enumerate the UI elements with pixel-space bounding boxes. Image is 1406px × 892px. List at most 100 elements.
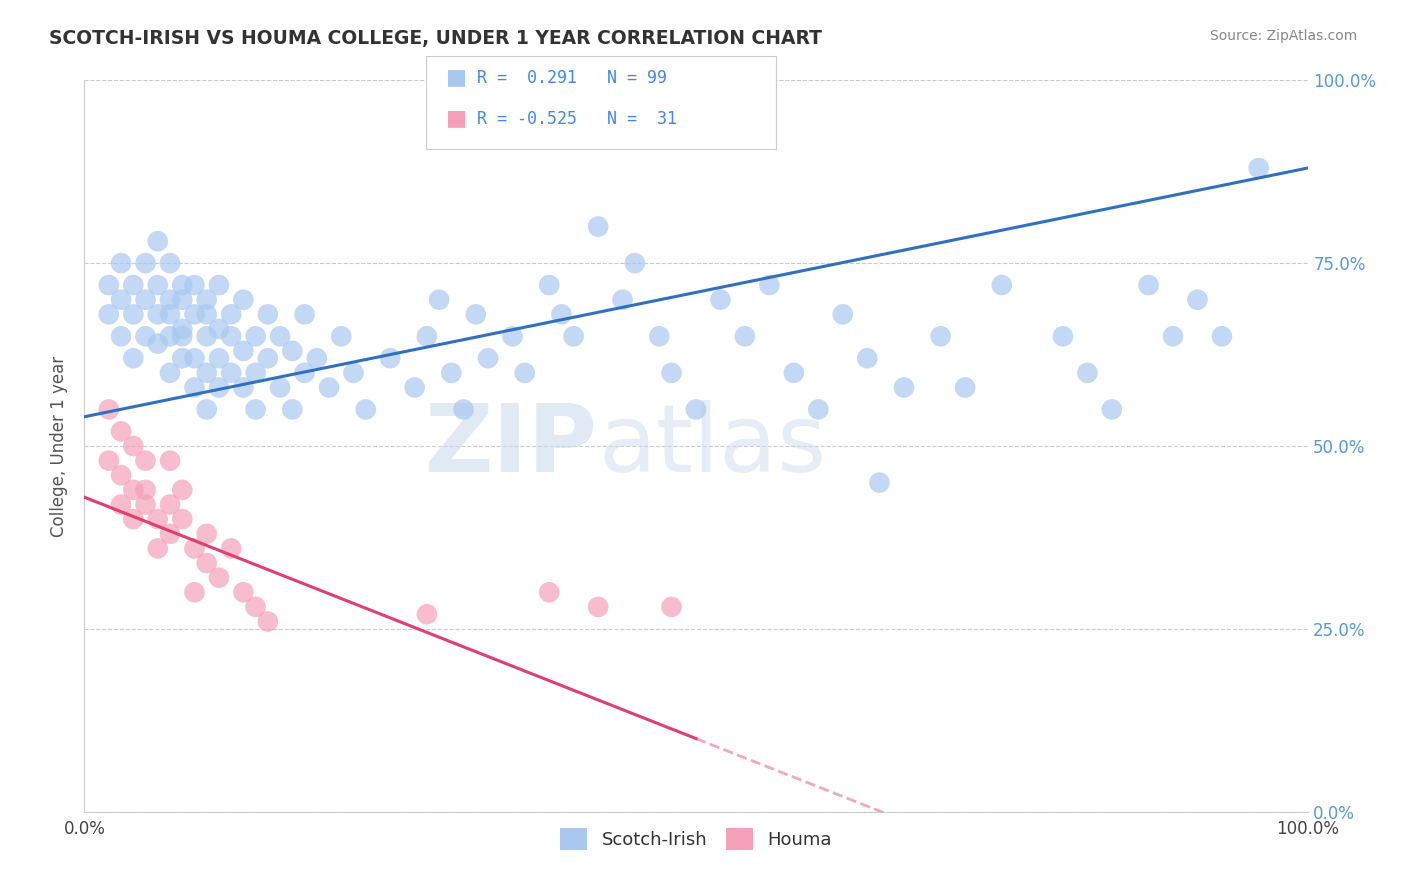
Point bbox=[219, 329, 242, 343]
Point bbox=[538, 278, 561, 293]
Point bbox=[685, 402, 707, 417]
Point bbox=[232, 343, 254, 358]
Point bbox=[183, 380, 205, 394]
Point bbox=[219, 307, 242, 321]
Point bbox=[110, 425, 132, 439]
Point bbox=[245, 402, 267, 417]
Point bbox=[991, 278, 1014, 293]
Point bbox=[172, 322, 194, 336]
Point bbox=[1187, 293, 1209, 307]
Point bbox=[294, 307, 316, 321]
Point bbox=[734, 329, 756, 343]
Point bbox=[195, 556, 218, 570]
Point bbox=[257, 615, 280, 629]
Point bbox=[159, 329, 181, 343]
Point bbox=[709, 293, 731, 307]
Point bbox=[110, 329, 132, 343]
Point bbox=[122, 307, 145, 321]
Point bbox=[183, 351, 205, 366]
Text: ZIP: ZIP bbox=[425, 400, 598, 492]
Point bbox=[146, 336, 169, 351]
Point bbox=[146, 512, 169, 526]
Point bbox=[195, 526, 218, 541]
Point bbox=[97, 453, 120, 467]
Point bbox=[1052, 329, 1074, 343]
Text: Source: ZipAtlas.com: Source: ZipAtlas.com bbox=[1209, 29, 1357, 44]
Point bbox=[183, 541, 205, 556]
Point bbox=[953, 380, 976, 394]
Point bbox=[219, 541, 242, 556]
Point bbox=[219, 366, 242, 380]
Point bbox=[146, 307, 169, 321]
Point bbox=[159, 256, 181, 270]
Text: ■: ■ bbox=[446, 68, 467, 87]
Point bbox=[869, 475, 891, 490]
Point bbox=[159, 307, 181, 321]
Point bbox=[464, 307, 486, 321]
Point bbox=[159, 498, 181, 512]
Point bbox=[440, 366, 463, 380]
Point bbox=[172, 512, 194, 526]
Point bbox=[404, 380, 426, 394]
Point bbox=[550, 307, 572, 321]
Point bbox=[1076, 366, 1098, 380]
Point bbox=[648, 329, 671, 343]
Point bbox=[427, 293, 450, 307]
Point bbox=[172, 293, 194, 307]
Point bbox=[538, 585, 561, 599]
Point bbox=[354, 402, 377, 417]
Point bbox=[97, 278, 120, 293]
Point bbox=[416, 329, 439, 343]
Point bbox=[232, 585, 254, 599]
Point bbox=[135, 453, 157, 467]
Point bbox=[1247, 161, 1270, 175]
Point bbox=[122, 483, 145, 497]
Point bbox=[122, 512, 145, 526]
Point bbox=[856, 351, 879, 366]
Point bbox=[305, 351, 328, 366]
Point bbox=[97, 307, 120, 321]
Point bbox=[208, 571, 231, 585]
Point bbox=[195, 329, 218, 343]
Point bbox=[146, 278, 169, 293]
Point bbox=[477, 351, 499, 366]
Point bbox=[146, 541, 169, 556]
Point bbox=[159, 526, 181, 541]
Point bbox=[612, 293, 634, 307]
Point bbox=[146, 234, 169, 248]
Point bbox=[208, 322, 231, 336]
Point bbox=[893, 380, 915, 394]
Text: atlas: atlas bbox=[598, 400, 827, 492]
Text: R =  0.291   N = 99: R = 0.291 N = 99 bbox=[477, 69, 666, 87]
Point bbox=[269, 380, 291, 394]
Point bbox=[208, 380, 231, 394]
Point bbox=[172, 278, 194, 293]
Point bbox=[513, 366, 536, 380]
Point bbox=[1161, 329, 1184, 343]
Point bbox=[183, 307, 205, 321]
Point bbox=[110, 293, 132, 307]
Y-axis label: College, Under 1 year: College, Under 1 year bbox=[51, 355, 69, 537]
Point bbox=[208, 278, 231, 293]
Point bbox=[208, 351, 231, 366]
Point bbox=[661, 366, 683, 380]
Point bbox=[122, 278, 145, 293]
Point bbox=[831, 307, 853, 321]
Point bbox=[1211, 329, 1233, 343]
Point bbox=[257, 307, 280, 321]
Point bbox=[1137, 278, 1160, 293]
Point bbox=[416, 607, 439, 622]
Point bbox=[195, 307, 218, 321]
Point bbox=[110, 256, 132, 270]
Point bbox=[624, 256, 647, 270]
Point bbox=[122, 351, 145, 366]
Point bbox=[172, 351, 194, 366]
Point bbox=[330, 329, 353, 343]
Point bbox=[245, 366, 267, 380]
Point bbox=[318, 380, 340, 394]
Point bbox=[122, 439, 145, 453]
Point bbox=[342, 366, 364, 380]
Point bbox=[195, 402, 218, 417]
Point bbox=[135, 256, 157, 270]
Point bbox=[110, 468, 132, 483]
